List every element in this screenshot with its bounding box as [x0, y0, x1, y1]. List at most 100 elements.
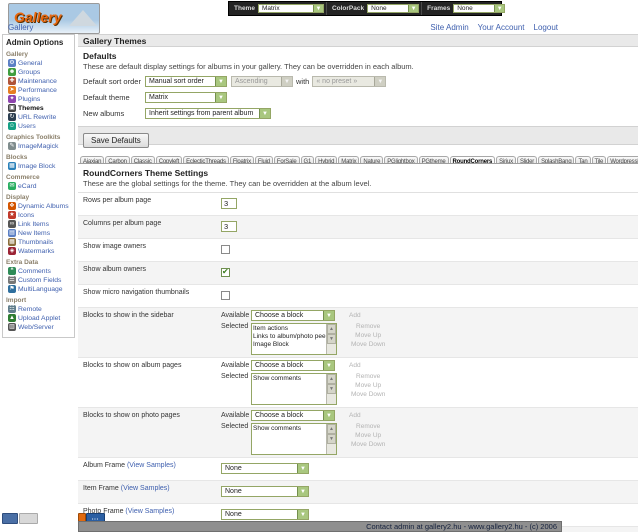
- scroll-up-icon[interactable]: ▲: [327, 374, 336, 384]
- sidebar-item-thumbnails[interactable]: ▦ Thumbnails: [5, 238, 74, 246]
- remove-action[interactable]: Remove: [356, 423, 381, 430]
- tab-roundcorners[interactable]: RoundCorners: [449, 156, 496, 163]
- view-samples-link[interactable]: (View Samples): [125, 508, 175, 515]
- scroll-down-icon[interactable]: ▼: [327, 384, 336, 394]
- tab-siriux[interactable]: Siriux: [496, 156, 516, 163]
- validator-badge-icon[interactable]: [19, 513, 38, 524]
- tab-slider[interactable]: Slider: [516, 156, 538, 163]
- breadcrumb-gallery-link[interactable]: Gallery: [8, 23, 34, 32]
- listbox-item[interactable]: Show comments: [253, 425, 302, 432]
- tab-classic[interactable]: Classic: [130, 156, 155, 163]
- sidebar-item-performance[interactable]: ➤ Performance: [5, 86, 74, 94]
- nav-link-your-account[interactable]: Your Account: [477, 23, 525, 32]
- sidebar-item-multilanguage[interactable]: ⚑ MultiLanguage: [5, 285, 74, 293]
- listbox-scrollbar[interactable]: ▲ ▼: [326, 374, 336, 404]
- checkbox-show-album-owners[interactable]: [221, 267, 230, 278]
- scroll-up-icon[interactable]: ▲: [327, 424, 336, 434]
- sidebar-item-remote[interactable]: ☷ Remote: [5, 305, 74, 313]
- gallery-logo[interactable]: Gallery: [8, 3, 100, 34]
- listbox-item[interactable]: Image Block: [253, 341, 289, 348]
- tab-pgtheme[interactable]: PGtheme: [418, 156, 449, 163]
- move-up-action[interactable]: Move Up: [355, 432, 382, 439]
- scroll-down-icon[interactable]: ▼: [327, 434, 336, 444]
- listbox-item[interactable]: Item actions: [253, 325, 289, 332]
- add-action[interactable]: Add: [349, 361, 361, 369]
- move-down-action[interactable]: Move Down: [351, 441, 386, 448]
- listbox-item[interactable]: Links to album/photo peers: [253, 333, 326, 340]
- tab-splashbang[interactable]: SplashBang: [538, 156, 575, 163]
- selected-blocks-listbox[interactable]: Show comments ▲ ▼: [251, 373, 337, 405]
- move-up-action[interactable]: Move Up: [355, 332, 382, 339]
- sidebar-item-custom-fields[interactable]: ☰ Custom Fields: [5, 276, 74, 284]
- tab-copyleft[interactable]: Copyleft: [155, 156, 183, 163]
- view-samples-link[interactable]: (View Samples): [120, 485, 170, 492]
- sidebar-item-watermarks[interactable]: ◈ Watermarks: [5, 247, 74, 255]
- tab-matrix[interactable]: Matrix: [338, 156, 360, 163]
- sidebar-item-link-items[interactable]: ∞ Link Items: [5, 220, 74, 228]
- listbox-scrollbar[interactable]: ▲ ▼: [326, 324, 336, 354]
- tab-tile[interactable]: Tile: [591, 156, 607, 163]
- text-input-rows-per-album-page[interactable]: 3: [221, 198, 237, 210]
- tab-g1[interactable]: G1: [300, 156, 315, 163]
- nav-link-site-admin[interactable]: Site Admin: [430, 23, 469, 32]
- tab-pglightbox[interactable]: PGlightbox: [384, 156, 418, 163]
- default-theme-select[interactable]: Matrix ▼: [145, 92, 227, 103]
- sidebar-item-plugins[interactable]: ✦ Plugins: [5, 95, 74, 103]
- listbox-scrollbar[interactable]: ▲ ▼: [326, 424, 336, 454]
- sidebar-item-imagemagick[interactable]: ✎ ImageMagick: [5, 142, 74, 150]
- new-albums-select[interactable]: Inherit settings from parent album ▼: [145, 108, 271, 119]
- tab-ajaxian[interactable]: Ajaxian: [80, 156, 105, 163]
- checkbox-show-image-owners[interactable]: [221, 245, 230, 255]
- tab-eclecticthreads[interactable]: EclecticThreads: [183, 156, 229, 163]
- colorpack-select[interactable]: None ▼: [367, 4, 420, 13]
- remove-action[interactable]: Remove: [356, 323, 381, 330]
- tab-nature[interactable]: Nature: [360, 156, 384, 163]
- scroll-down-icon[interactable]: ▼: [327, 334, 336, 344]
- tab-floatrix[interactable]: Floatrix: [229, 156, 254, 163]
- text-input-columns-per-album-page[interactable]: 3: [221, 221, 237, 233]
- selected-blocks-listbox[interactable]: Show comments ▲ ▼: [251, 423, 337, 455]
- sidebar-item-web-server[interactable]: ▥ Web/Server: [5, 323, 74, 331]
- selected-blocks-listbox[interactable]: Item actions Links to album/photo peers Im…: [251, 323, 337, 355]
- g2-badge-icon[interactable]: [2, 513, 18, 524]
- available-block-select[interactable]: Choose a block ▼: [251, 410, 335, 421]
- frames-select[interactable]: None ▼: [453, 4, 506, 13]
- sidebar-item-maintenance[interactable]: ✚ Maintenance: [5, 77, 74, 85]
- sidebar-item-url-rewrite[interactable]: ↻ URL Rewrite: [5, 113, 74, 121]
- add-action[interactable]: Add: [349, 411, 361, 419]
- add-action[interactable]: Add: [349, 311, 361, 319]
- sort-direction-select[interactable]: Ascending ▼: [231, 76, 293, 87]
- default-sort-order-select[interactable]: Manual sort order ▼: [145, 76, 227, 87]
- view-samples-link[interactable]: (View Samples): [126, 462, 176, 469]
- nav-link-logout[interactable]: Logout: [533, 23, 558, 32]
- sidebar-item-themes[interactable]: ▣ Themes: [5, 104, 74, 112]
- tab-hybrid[interactable]: Hybrid: [315, 156, 338, 163]
- sidebar-item-users[interactable]: ☺ Users: [5, 122, 74, 130]
- move-down-action[interactable]: Move Down: [351, 341, 386, 348]
- sort-preset-select[interactable]: « no preset » ▼: [312, 76, 387, 87]
- select-album-frame[interactable]: None ▼: [221, 463, 309, 475]
- sidebar-item-image-block[interactable]: ▦ Image Block: [5, 162, 74, 170]
- sidebar-item-new-items[interactable]: ▤ New Items: [5, 229, 74, 237]
- sidebar-item-dynamic-albums[interactable]: ❖ Dynamic Albums: [5, 202, 74, 210]
- tab-tan[interactable]: Tan: [575, 156, 591, 163]
- sidebar-item-ecard[interactable]: ✉ eCard: [5, 182, 74, 190]
- theme-select[interactable]: Matrix ▼: [257, 4, 324, 13]
- available-block-select[interactable]: Choose a block ▼: [251, 310, 335, 321]
- tab-carbon[interactable]: Carbon: [105, 156, 130, 163]
- checkbox-show-micro-navigation-thumbnails[interactable]: [221, 291, 230, 301]
- select-photo-frame[interactable]: None ▼: [221, 509, 309, 521]
- save-defaults-button[interactable]: Save Defaults: [83, 133, 149, 148]
- listbox-item[interactable]: Show comments: [253, 375, 302, 382]
- select-item-frame[interactable]: None ▼: [221, 486, 309, 498]
- available-block-select[interactable]: Choose a block ▼: [251, 360, 335, 371]
- sidebar-item-general[interactable]: ⚙ General: [5, 59, 74, 67]
- tab-forsale[interactable]: ForSale: [273, 156, 300, 163]
- sidebar-item-icons[interactable]: ★ Icons: [5, 211, 74, 219]
- sidebar-item-comments[interactable]: ❝ Comments: [5, 267, 74, 275]
- move-up-action[interactable]: Move Up: [355, 382, 382, 389]
- move-down-action[interactable]: Move Down: [351, 391, 386, 398]
- scroll-up-icon[interactable]: ▲: [327, 324, 336, 334]
- tab-fluid[interactable]: Fluid: [254, 156, 273, 163]
- sidebar-item-groups[interactable]: ☻ Groups: [5, 68, 74, 76]
